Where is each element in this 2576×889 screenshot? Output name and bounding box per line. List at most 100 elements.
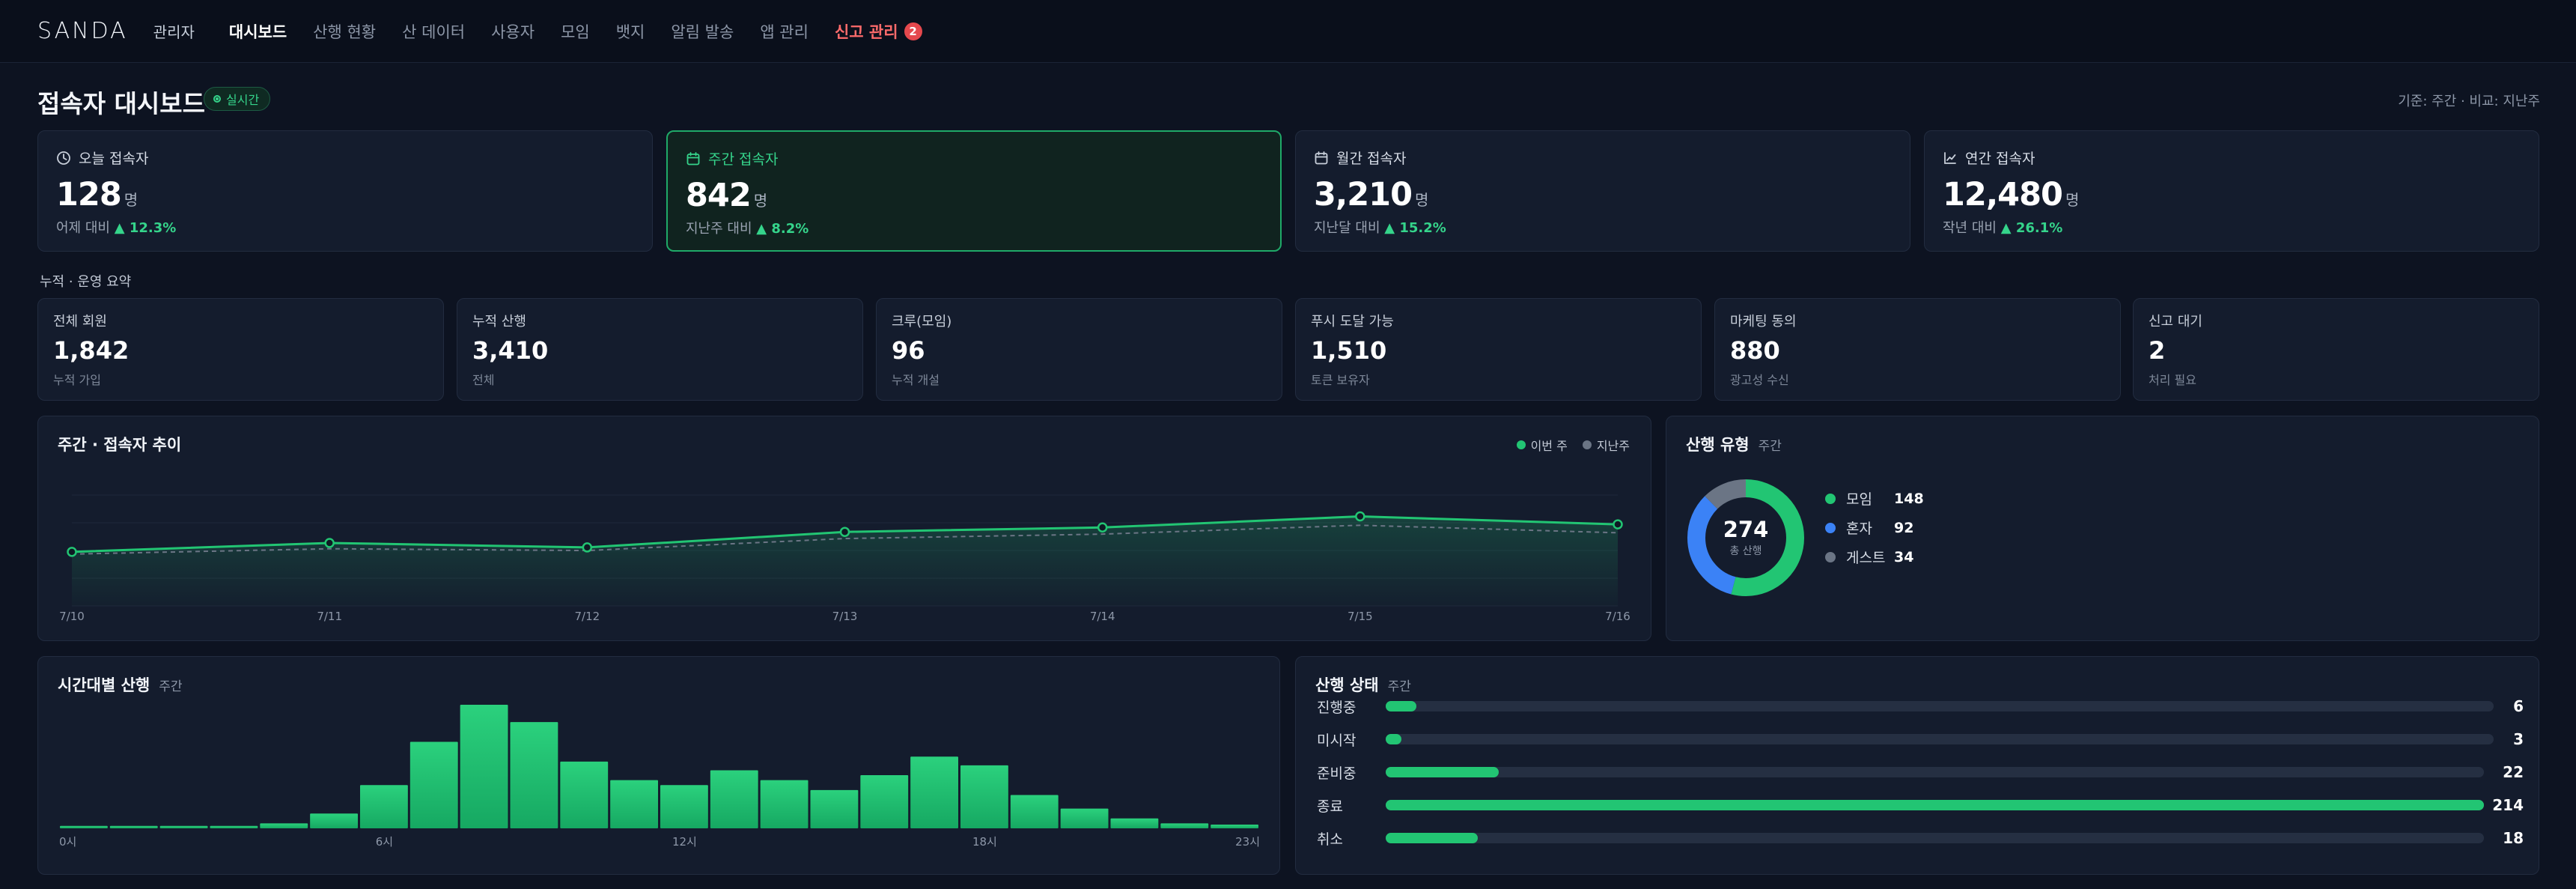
visitor-card-title: 주간 접속자: [708, 151, 779, 168]
legend-swatch: [1516, 440, 1526, 449]
x-tick-label: 7/10: [59, 610, 85, 623]
compare-label: 지난달 대비: [1314, 220, 1380, 236]
summary-section-label: 누적 · 운영 요약: [40, 274, 132, 290]
visitor-card-compare: 지난주 대비 ▲ 8.2%: [686, 218, 809, 237]
change-up: ▲ 8.2%: [756, 221, 809, 237]
x-tick-label: 6시: [376, 835, 393, 849]
summary-card-pending-reports[interactable]: 신고 대기 2 처리 필요: [2133, 298, 2539, 401]
status-bar-track: [1386, 800, 2484, 810]
summary-card-crews[interactable]: 크루(모임) 96 누적 개설: [876, 298, 1282, 401]
visitor-unit: 명: [753, 192, 768, 210]
status-row[interactable]: 미시작 3: [1317, 730, 2530, 749]
summary-card-sub: 누적 가입: [53, 373, 101, 387]
status-row[interactable]: 준비중 22: [1317, 763, 2530, 782]
change-up: ▲ 12.3%: [114, 220, 177, 236]
visitor-card-label: 연간 접속자: [1943, 148, 2035, 168]
status-bar-fill: [1386, 833, 1479, 843]
live-dot-icon: [213, 95, 221, 103]
hour-bar: [210, 825, 258, 828]
summary-card-hikes[interactable]: 누적 산행 3,410 전체: [457, 298, 863, 401]
summary-card-sub: 전체: [472, 373, 495, 387]
hour-bar: [159, 825, 208, 828]
visitor-count: 12,480: [1943, 176, 2063, 213]
visitor-card-title: 오늘 접속자: [79, 151, 149, 167]
compare-label: 지난주 대비: [686, 221, 752, 237]
change-up: ▲ 15.2%: [1384, 220, 1446, 236]
status-bar-fill: [1386, 767, 1499, 777]
legend-row-guest[interactable]: 게스트 34: [1825, 542, 1924, 571]
brand-logo[interactable]: SANDA: [37, 18, 128, 44]
data-point: [1355, 511, 1365, 522]
type-panel-title-text: 산행 유형: [1686, 436, 1750, 454]
status-bar-fill: [1386, 701, 1417, 711]
status-row[interactable]: 진행중 6: [1317, 697, 2530, 716]
x-tick-label: 7/13: [832, 610, 858, 623]
visitor-unit: 명: [124, 191, 138, 209]
legend-label: 게스트: [1846, 550, 1886, 566]
legend-value: 92: [1894, 519, 1914, 536]
nav-item-reports-label: 신고 관리: [834, 22, 898, 41]
x-tick-label: 7/14: [1090, 610, 1115, 623]
visitor-card-value: 128 명: [56, 176, 138, 213]
status-panel-period: 주간: [1387, 679, 1411, 694]
legend-label: 모임: [1846, 491, 1872, 508]
legend-swatch: [1582, 440, 1592, 449]
legend-item-last-week[interactable]: 지난주: [1582, 436, 1630, 454]
summary-card-sub: 처리 필요: [2149, 373, 2196, 387]
nav-item-reports[interactable]: 신고 관리 2: [835, 20, 922, 43]
status-label: 취소: [1317, 831, 1343, 848]
visitor-card-value: 842 명: [686, 177, 767, 214]
hour-bar: [860, 775, 909, 828]
hour-bar: [360, 785, 408, 828]
hour-bar: [310, 813, 358, 828]
hike-type-donut: 274 총 산행: [1687, 479, 1804, 596]
summary-card-push-reach[interactable]: 푸시 도달 가능 1,510 토큰 보유자: [1295, 298, 1702, 401]
nav-item-notifications[interactable]: 알림 발송: [671, 22, 734, 41]
visitor-unit: 명: [2065, 191, 2080, 209]
status-value: 6: [2513, 697, 2524, 715]
nav-item-mountain-data[interactable]: 산 데이터: [402, 22, 466, 41]
legend-swatch: [1825, 493, 1836, 504]
legend-row-solo[interactable]: 혼자 92: [1825, 513, 1924, 542]
nav-item-hike-status[interactable]: 산행 현황: [313, 22, 377, 41]
legend-label: 혼자: [1846, 521, 1872, 537]
calendar-icon: [1315, 151, 1328, 164]
status-row[interactable]: 종료 214: [1317, 796, 2530, 815]
nav-item-app-management[interactable]: 앱 관리: [760, 22, 809, 41]
visitor-card-label: 월간 접속자: [1314, 148, 1406, 168]
nav-item-badges[interactable]: 뱃지: [615, 22, 645, 41]
visitor-card-monthly[interactable]: 월간 접속자 3,210 명 지난달 대비 ▲ 15.2%: [1295, 130, 1910, 252]
visitor-card-title: 월간 접속자: [1336, 151, 1407, 167]
nav-item-dashboard[interactable]: 대시보드: [228, 22, 287, 41]
visitor-card-yearly[interactable]: 연간 접속자 12,480 명 작년 대비 ▲ 26.1%: [1924, 130, 2539, 252]
summary-card-marketing-consent[interactable]: 마케팅 동의 880 광고성 수신: [1714, 298, 2121, 401]
x-tick-label: 7/12: [574, 610, 600, 623]
summary-card-members[interactable]: 전체 회원 1,842 누적 가입: [37, 298, 444, 401]
hour-bar: [1160, 823, 1209, 828]
legend-label: 지난주: [1596, 439, 1630, 453]
summary-card-value: 1,842: [53, 336, 130, 365]
nav-item-groups[interactable]: 모임: [561, 22, 590, 41]
donut-slice-guest: [1687, 479, 1804, 596]
area-fill-this-week: [72, 516, 1618, 606]
legend-swatch: [1825, 551, 1836, 562]
legend-item-this-week[interactable]: 이번 주: [1516, 436, 1568, 454]
visitor-card-weekly[interactable]: 주간 접속자 842 명 지난주 대비 ▲ 8.2%: [666, 130, 1282, 252]
summary-card-value: 880: [1730, 336, 1780, 365]
nav-item-users[interactable]: 사용자: [491, 22, 535, 41]
data-point: [324, 538, 335, 548]
x-tick-label: 12시: [672, 835, 697, 849]
visitor-card-today[interactable]: 오늘 접속자 128 명 어제 대비 ▲ 12.3%: [37, 130, 653, 252]
legend-label: 이번 주: [1530, 439, 1568, 453]
reports-count-badge: 2: [904, 22, 922, 40]
hour-bar: [109, 825, 158, 828]
hourly-hikes-panel: 시간대별 산행 주간 0시 6시 12시 18시 23시: [37, 656, 1280, 875]
legend-row-group[interactable]: 모임 148: [1825, 484, 1924, 513]
status-row[interactable]: 취소 18: [1317, 829, 2530, 848]
visitor-card-label: 주간 접속자: [686, 148, 778, 169]
summary-card-value: 3,410: [472, 336, 549, 365]
status-bar-track: [1386, 767, 2484, 777]
x-tick-label: 7/15: [1348, 610, 1373, 623]
series-line-last-week: [71, 524, 1619, 555]
status-label: 준비중: [1317, 765, 1356, 782]
